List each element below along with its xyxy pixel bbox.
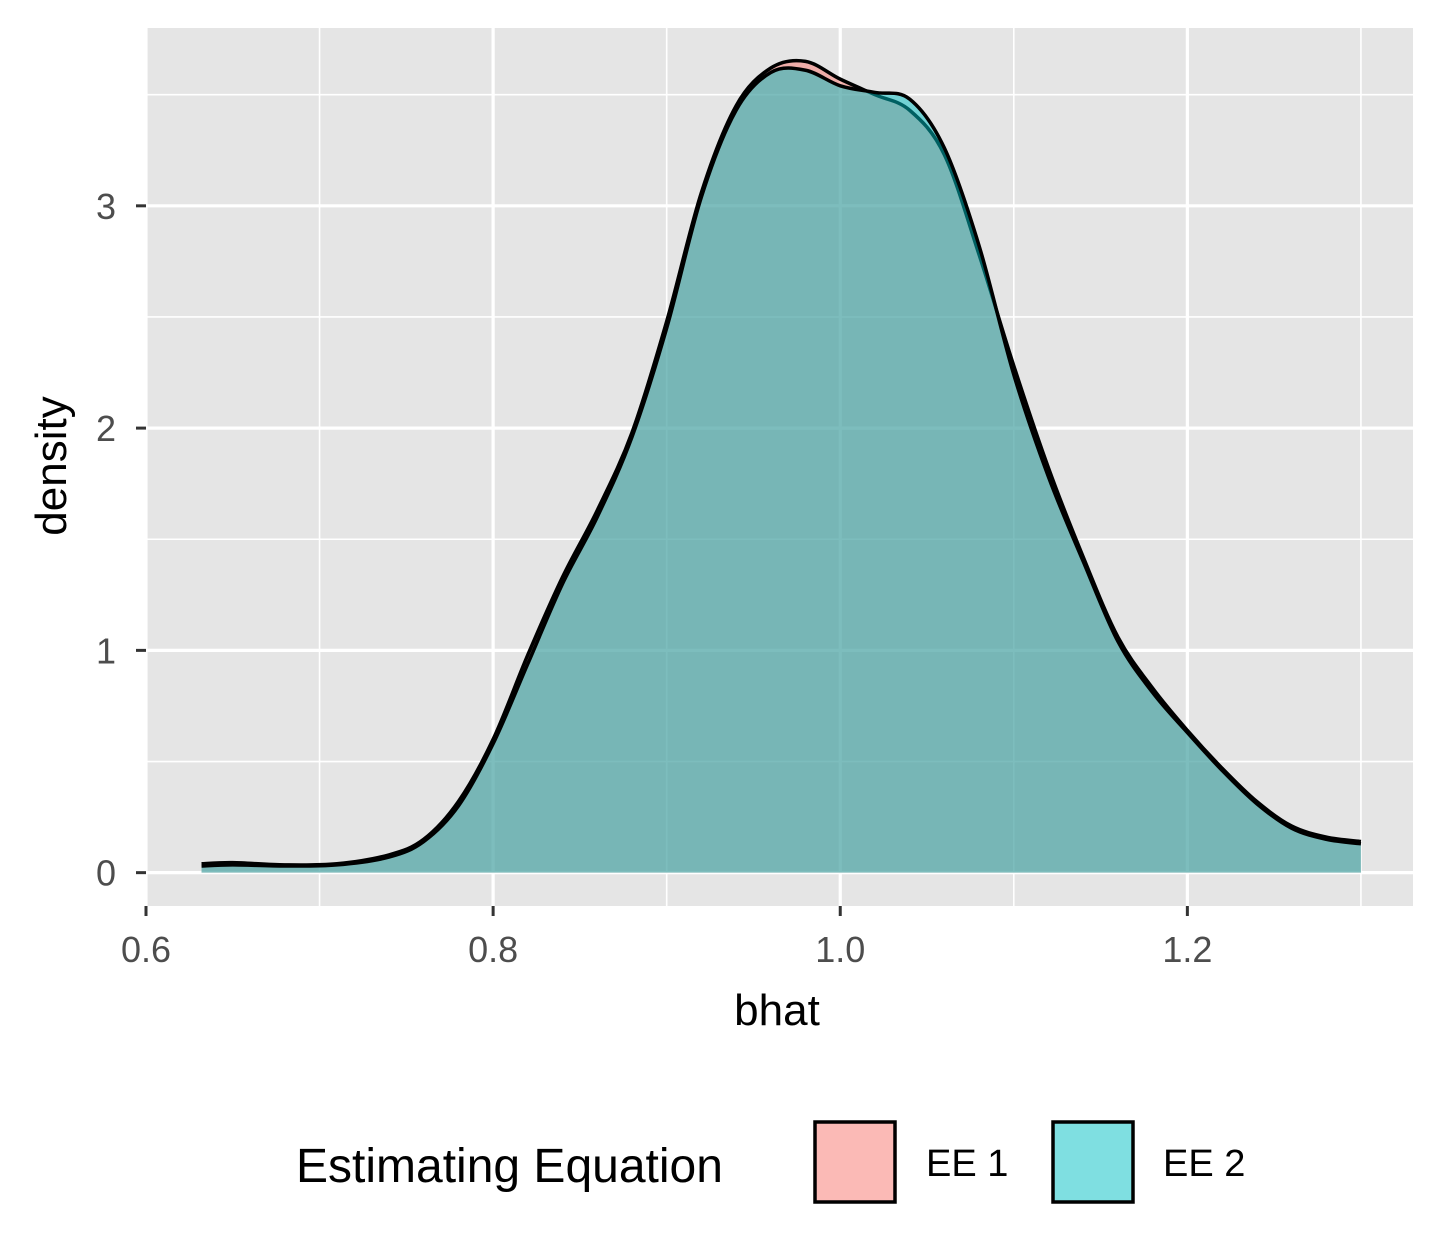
y-tick-label: 2 — [96, 408, 116, 449]
y-axis-title: density — [27, 396, 76, 535]
legend-title: Estimating Equation — [296, 1140, 723, 1193]
x-tick-label: 0.6 — [121, 929, 171, 970]
y-tick-label: 1 — [96, 630, 116, 671]
legend-key-ee-2 — [1051, 1120, 1135, 1204]
density-line-ee-2 — [201, 66, 1362, 868]
x-tick-label: 0.8 — [468, 929, 518, 970]
x-axis-title: bhat — [734, 986, 820, 1035]
density-area-ee-2 — [201, 68, 1361, 873]
legend-label-ee-1: EE 1 — [926, 1143, 1008, 1185]
density-line-ee-1 — [201, 58, 1362, 867]
legend: Estimating Equation EE 1 EE 2 — [296, 1120, 1245, 1204]
legend-label-ee-2: EE 2 — [1163, 1143, 1245, 1185]
x-axis: 0.6 0.8 1.0 1.2 — [121, 906, 1212, 970]
y-axis: 0 1 2 3 — [96, 186, 146, 894]
x-tick-label: 1.2 — [1162, 929, 1212, 970]
y-tick-label: 3 — [96, 186, 116, 227]
legend-key-ee-1 — [813, 1120, 897, 1204]
density-areas — [201, 58, 1362, 873]
y-tick-label: 0 — [96, 853, 116, 894]
x-tick-label: 1.0 — [815, 929, 865, 970]
